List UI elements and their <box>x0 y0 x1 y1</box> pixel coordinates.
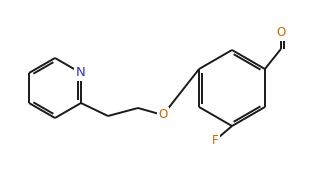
Text: F: F <box>212 134 219 146</box>
Text: N: N <box>76 67 86 80</box>
Text: O: O <box>158 108 168 121</box>
Text: O: O <box>276 27 286 39</box>
